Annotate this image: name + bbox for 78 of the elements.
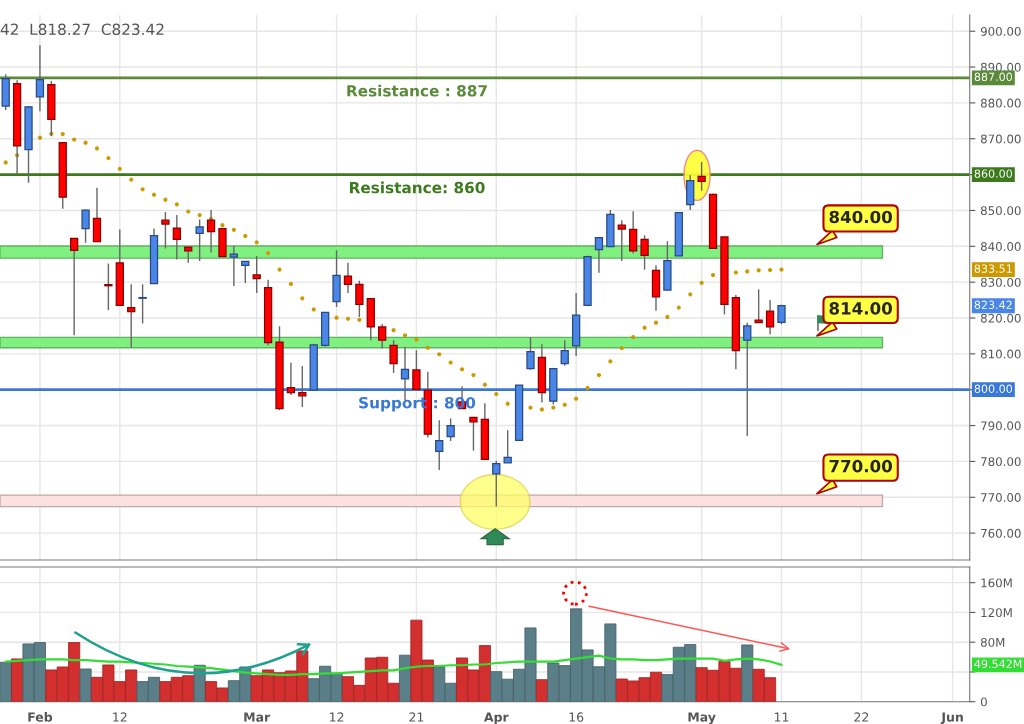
- y-tick-label: 80M: [980, 637, 1005, 647]
- ref-line-label: Resistance: 860: [350, 181, 485, 194]
- x-tick-label: Feb: [28, 712, 53, 722]
- x-tick-label: 11: [774, 712, 789, 722]
- candlestick: [492, 460, 501, 508]
- x-tick-label: 21: [409, 712, 424, 722]
- ref-line-label: Resistance : 887: [347, 84, 487, 97]
- candlestick: [560, 339, 569, 367]
- candlestick: [617, 219, 626, 262]
- candlestick: [526, 336, 535, 371]
- annotation: 42 L818.27 C823.42: [0, 23, 164, 36]
- x-tick-label: 12: [329, 712, 344, 722]
- y-tick-label: 820.00: [980, 313, 1021, 323]
- candlestick: [35, 44, 45, 112]
- candlestick: [229, 245, 239, 287]
- bar: [535, 679, 548, 702]
- candlestick: [81, 208, 90, 244]
- candlestick: [743, 321, 752, 437]
- x-tick-label: 12: [113, 712, 127, 722]
- candlestick: [435, 419, 444, 471]
- candlestick: [446, 417, 455, 442]
- candlestick: [298, 365, 307, 408]
- y-tick-label: 760.00: [981, 528, 1021, 538]
- y-tick-label: 770.00: [981, 493, 1021, 502]
- x-tick-label: May: [688, 712, 716, 724]
- x-tick-label: Mar: [244, 712, 271, 722]
- candlestick: [629, 210, 638, 255]
- y-tick-label: 900.00: [980, 26, 1021, 36]
- candlestick: [355, 280, 364, 318]
- candlestick: [389, 339, 398, 374]
- x-tick-label: Apr: [483, 712, 509, 724]
- x-tick-label: 22: [854, 712, 869, 722]
- candlestick: [640, 234, 649, 271]
- bar: [0, 661, 12, 702]
- y-tick-label: 810.00: [980, 349, 1021, 359]
- band-label: 814.00: [829, 302, 892, 315]
- bar: [741, 644, 754, 702]
- band-label: 770.00: [829, 459, 892, 473]
- candlestick: [172, 214, 181, 261]
- candlestick: [127, 283, 136, 349]
- candlestick: [69, 237, 79, 336]
- candlestick: [286, 362, 296, 396]
- candlestick: [697, 161, 706, 192]
- candlestick: [469, 416, 478, 452]
- candlestick: [594, 236, 604, 274]
- line-series: [4, 654, 783, 677]
- text: 823.42: [974, 300, 1012, 309]
- text: 49.542M: [974, 659, 1022, 669]
- candlestick: [104, 262, 113, 311]
- candlestick: [241, 260, 250, 284]
- y-tick-label: 850.00: [980, 206, 1021, 216]
- y-tick-label: 840.00: [980, 242, 1021, 251]
- y-tick-label: 0: [980, 697, 987, 707]
- y-tick-label: 120M: [981, 608, 1012, 618]
- candlestick: [503, 429, 512, 464]
- y-tick-label: 870.00: [980, 134, 1021, 144]
- candlestick: [138, 283, 147, 325]
- bar: [79, 668, 92, 702]
- candlestick: [754, 288, 763, 324]
- text: 833.51: [974, 264, 1012, 273]
- y-tick-label: 160M: [981, 578, 1012, 588]
- y-tick-label: 780.00: [981, 457, 1021, 467]
- candlestick: [252, 255, 261, 294]
- text: 800.00: [974, 384, 1013, 393]
- candlestick: [765, 299, 775, 335]
- y-tick-label: 880.00: [980, 98, 1021, 108]
- candlestick: [378, 323, 387, 350]
- x-tick-label: 16: [569, 712, 584, 722]
- candlestick: [195, 218, 204, 262]
- candlestick: [343, 262, 353, 294]
- candlestick: [92, 187, 102, 243]
- text: 860.00: [974, 169, 1013, 178]
- y-tick-label: 830.00: [980, 277, 1021, 287]
- y-tick-label: 790.00: [981, 421, 1021, 431]
- candlestick: [412, 349, 421, 391]
- band-label: 840.00: [829, 210, 892, 224]
- candlestick: [161, 211, 170, 250]
- x-tick-label: Jun: [940, 712, 963, 724]
